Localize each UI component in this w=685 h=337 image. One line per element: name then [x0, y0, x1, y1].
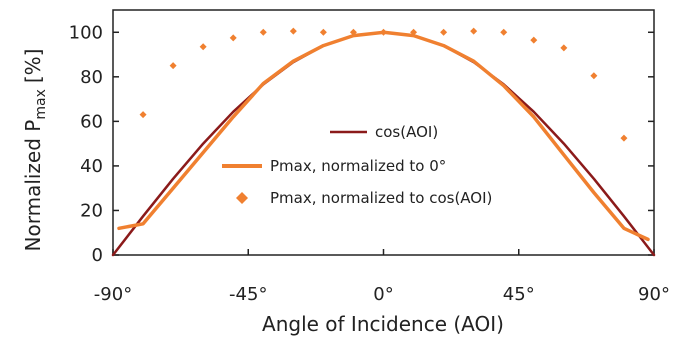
y-tick-label: 80 — [80, 67, 103, 88]
scatter-point — [169, 62, 177, 70]
y-tick-label: 100 — [69, 22, 103, 43]
x-tick-label: -90° — [94, 284, 132, 305]
scatter-point — [560, 44, 568, 52]
y-tick-label: 20 — [80, 200, 103, 221]
scatter-point — [500, 28, 508, 36]
scatter-point — [620, 134, 628, 142]
scatter-point — [349, 28, 357, 36]
series-line-cos-aoi — [111, 31, 656, 257]
legend-entry: Pmax, normalized to cos(AOI) — [236, 189, 492, 207]
scatter-point — [380, 28, 387, 36]
x-ticks: -90° -45° 0° 45° 90° — [94, 249, 670, 305]
x-tick-label: 90° — [638, 284, 670, 305]
y-tick-label: 40 — [80, 156, 103, 177]
y-axis-title: Normalized Pmax [%] — [21, 49, 49, 252]
legend-entry: cos(AOI) — [330, 123, 438, 141]
y-ticks: 0 20 40 60 80 100 — [69, 22, 654, 266]
scatter-point — [229, 34, 237, 42]
y-axis-title-unit: [%] — [21, 49, 45, 84]
scatter-point — [530, 36, 538, 44]
y-axis-title-subscript: max — [33, 89, 49, 120]
x-tick-label: 0° — [373, 284, 393, 305]
svg-text:Normalized Pmax[%]: Normalized Pmax [%] — [21, 49, 49, 252]
scatter-point — [590, 72, 598, 80]
legend-swatch — [236, 192, 248, 204]
scatter-point — [199, 43, 207, 51]
legend-label: Pmax, normalized to cos(AOI) — [270, 189, 492, 207]
scatter-point — [440, 28, 448, 36]
scatter-point — [259, 28, 267, 36]
y-axis-title-main: Normalized P — [21, 120, 45, 252]
scatter-point — [410, 28, 418, 36]
x-axis-title: Angle of Incidence (AOI) — [262, 312, 504, 336]
scatter-point — [470, 27, 478, 35]
scatter-point — [139, 111, 147, 119]
scatter-point — [319, 28, 327, 36]
series-layer — [111, 27, 656, 257]
legend: cos(AOI) Pmax, normalized to 0° Pmax, norm… — [222, 123, 492, 207]
scatter-point — [289, 27, 297, 35]
legend-label: cos(AOI) — [375, 123, 438, 141]
legend-entry: Pmax, normalized to 0° — [222, 157, 446, 175]
x-tick-label: -45° — [229, 284, 267, 305]
x-tick-label: 45° — [503, 284, 535, 305]
y-tick-label: 60 — [80, 111, 103, 132]
legend-label: Pmax, normalized to 0° — [270, 157, 446, 175]
y-tick-label: 0 — [92, 245, 103, 266]
